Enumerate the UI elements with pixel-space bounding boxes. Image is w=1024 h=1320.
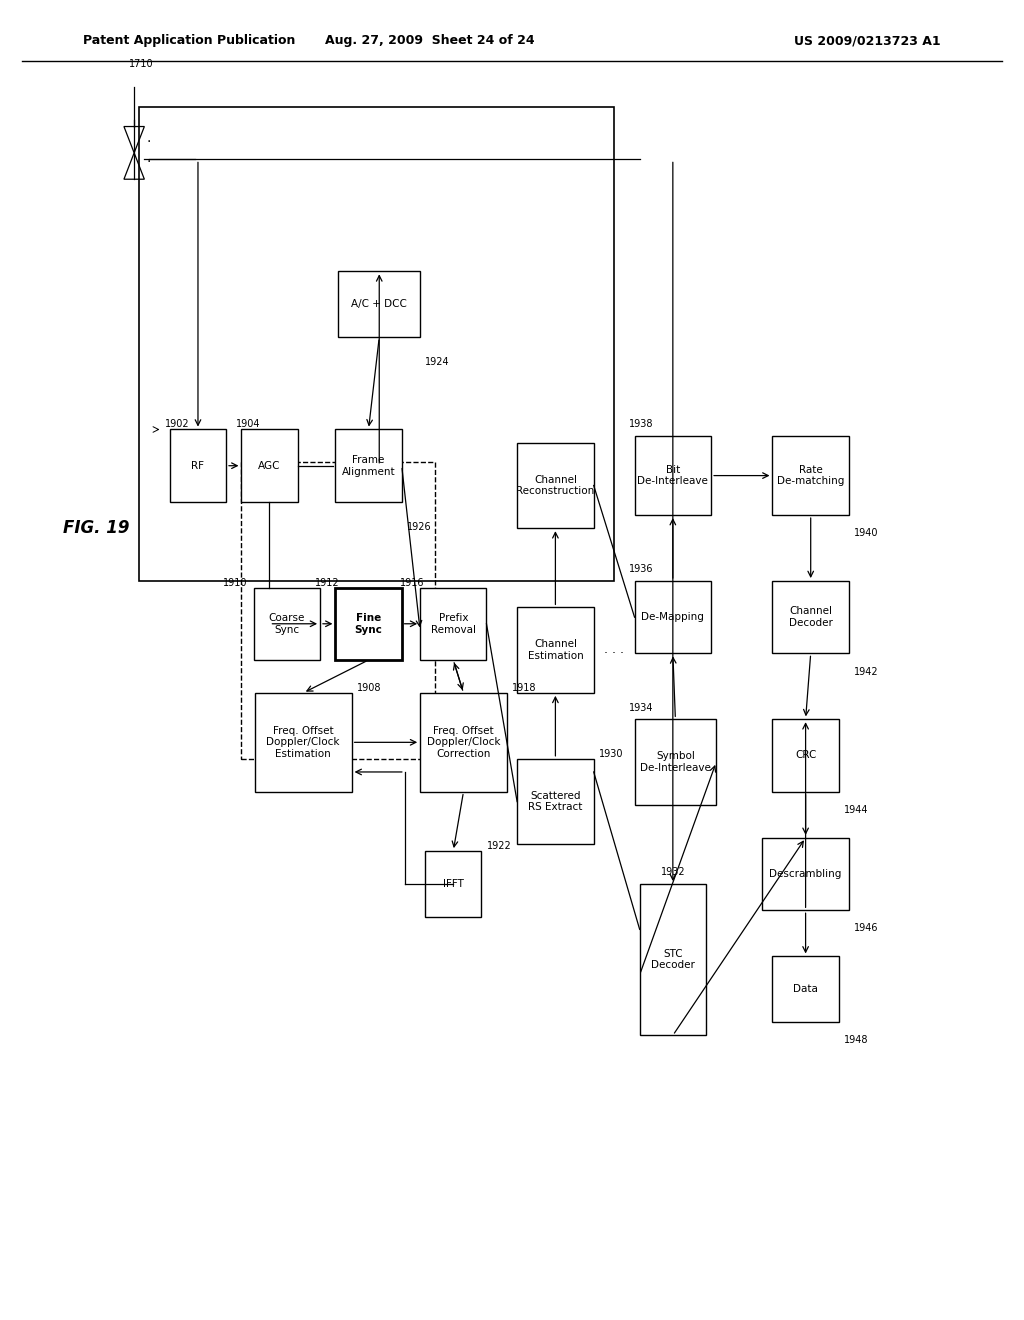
Text: 1930: 1930 — [599, 748, 624, 759]
Text: AGC: AGC — [258, 461, 281, 471]
Text: 1946: 1946 — [854, 924, 879, 933]
Text: Rate
De-matching: Rate De-matching — [777, 465, 845, 486]
Text: A/C + DCC: A/C + DCC — [351, 300, 408, 309]
FancyBboxPatch shape — [254, 587, 321, 660]
FancyBboxPatch shape — [255, 693, 351, 792]
FancyBboxPatch shape — [635, 436, 711, 515]
Text: 1910: 1910 — [223, 578, 248, 587]
Text: De-Mapping: De-Mapping — [641, 612, 705, 622]
Text: Freq. Offset
Doppler/Clock
Correction: Freq. Offset Doppler/Clock Correction — [427, 726, 501, 759]
Text: 1938: 1938 — [630, 420, 654, 429]
Text: 1902: 1902 — [165, 420, 189, 429]
Text: Frame
Alignment: Frame Alignment — [342, 455, 395, 477]
Text: ·: · — [146, 154, 151, 169]
FancyBboxPatch shape — [242, 429, 298, 502]
Text: Patent Application Publication: Patent Application Publication — [83, 34, 296, 48]
Text: Channel
Reconstruction: Channel Reconstruction — [516, 475, 595, 496]
Text: Coarse
Sync: Coarse Sync — [268, 612, 305, 635]
Text: Channel
Estimation: Channel Estimation — [527, 639, 584, 661]
Text: Channel
Decoder: Channel Decoder — [788, 606, 833, 628]
Text: 1912: 1912 — [315, 578, 340, 587]
Text: Prefix
Removal: Prefix Removal — [431, 612, 476, 635]
Text: Symbol
De-Interleave: Symbol De-Interleave — [640, 751, 711, 774]
Text: 1904: 1904 — [237, 420, 261, 429]
Text: 1944: 1944 — [844, 805, 868, 814]
Text: 1926: 1926 — [407, 521, 431, 532]
FancyBboxPatch shape — [517, 607, 594, 693]
Text: 1924: 1924 — [425, 356, 450, 367]
FancyBboxPatch shape — [335, 429, 401, 502]
Text: Data: Data — [794, 985, 818, 994]
Text: 1948: 1948 — [844, 1035, 868, 1045]
FancyBboxPatch shape — [635, 719, 716, 805]
Text: 1936: 1936 — [630, 565, 654, 574]
Text: Fine
Sync: Fine Sync — [354, 612, 382, 635]
Text: 1710: 1710 — [129, 59, 154, 69]
FancyBboxPatch shape — [517, 759, 594, 845]
Text: FIG. 19: FIG. 19 — [62, 519, 129, 537]
FancyBboxPatch shape — [139, 107, 614, 581]
FancyBboxPatch shape — [170, 429, 226, 502]
FancyBboxPatch shape — [640, 884, 706, 1035]
FancyBboxPatch shape — [338, 272, 420, 338]
Text: Descrambling: Descrambling — [769, 869, 842, 879]
FancyBboxPatch shape — [420, 693, 507, 792]
FancyBboxPatch shape — [762, 838, 849, 911]
Text: 1908: 1908 — [356, 682, 381, 693]
Text: 1934: 1934 — [630, 702, 654, 713]
FancyBboxPatch shape — [772, 719, 839, 792]
FancyBboxPatch shape — [772, 957, 839, 1022]
FancyBboxPatch shape — [425, 851, 481, 917]
Text: STC
Decoder: STC Decoder — [651, 949, 694, 970]
FancyBboxPatch shape — [517, 442, 594, 528]
Text: Bit
De-Interleave: Bit De-Interleave — [637, 465, 709, 486]
Text: Aug. 27, 2009  Sheet 24 of 24: Aug. 27, 2009 Sheet 24 of 24 — [326, 34, 536, 48]
Text: ·: · — [146, 135, 151, 149]
FancyBboxPatch shape — [635, 581, 711, 653]
Text: 1940: 1940 — [854, 528, 879, 539]
Text: Freq. Offset
Doppler/Clock
Estimation: Freq. Offset Doppler/Clock Estimation — [266, 726, 340, 759]
Text: 1922: 1922 — [486, 841, 511, 851]
FancyBboxPatch shape — [772, 581, 849, 653]
Text: RF: RF — [191, 461, 205, 471]
Text: Scattered
RS Extract: Scattered RS Extract — [528, 791, 583, 812]
Text: US 2009/0213723 A1: US 2009/0213723 A1 — [795, 34, 941, 48]
FancyBboxPatch shape — [772, 436, 849, 515]
FancyBboxPatch shape — [335, 587, 401, 660]
Text: IFFT: IFFT — [442, 879, 464, 888]
Text: 1932: 1932 — [660, 867, 685, 878]
Text: 1916: 1916 — [399, 578, 424, 587]
FancyBboxPatch shape — [420, 587, 486, 660]
Text: 1918: 1918 — [512, 682, 537, 693]
Text: 1942: 1942 — [854, 667, 879, 677]
Text: · · ·: · · · — [604, 647, 624, 660]
Text: CRC: CRC — [795, 751, 816, 760]
